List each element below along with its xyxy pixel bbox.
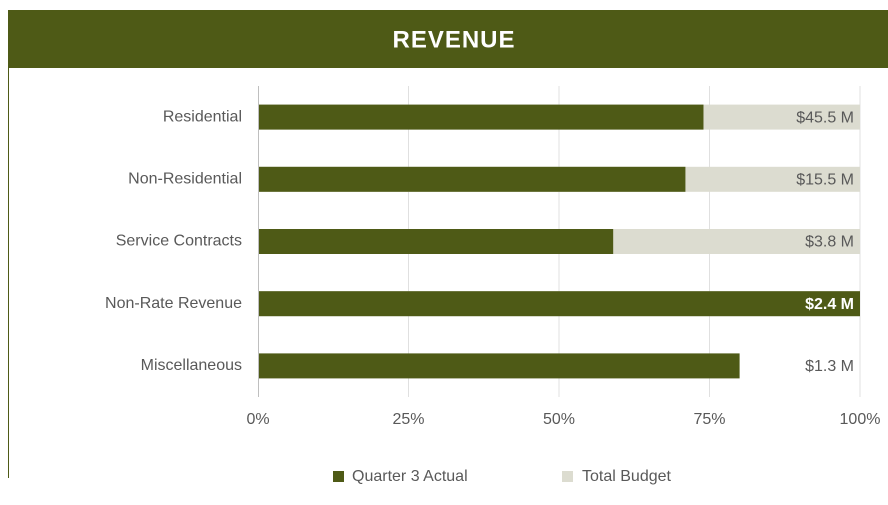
y-tick-label: Non-Rate Revenue bbox=[105, 295, 242, 312]
x-tick-label: 75% bbox=[693, 411, 725, 428]
bar bbox=[258, 166, 686, 192]
y-tick-label: Miscellaneous bbox=[141, 357, 242, 374]
data-label: $2.4 M bbox=[805, 296, 854, 313]
data-label: $1.3 M bbox=[805, 358, 854, 375]
bar bbox=[258, 353, 740, 379]
header-bar bbox=[8, 10, 888, 68]
legend-swatch bbox=[333, 471, 344, 482]
y-tick-label: Service Contracts bbox=[116, 233, 242, 250]
x-tick-label: 50% bbox=[543, 411, 575, 428]
legend-label: Total Budget bbox=[582, 468, 672, 485]
bar bbox=[258, 104, 704, 130]
bar bbox=[258, 229, 614, 254]
bar bbox=[258, 291, 860, 317]
data-label: $45.5 M bbox=[796, 109, 854, 126]
data-label: $15.5 M bbox=[796, 172, 854, 189]
legend-label: Quarter 3 Actual bbox=[352, 468, 468, 485]
y-tick-label: Residential bbox=[163, 108, 242, 125]
chart-title: REVENUE bbox=[392, 26, 515, 53]
x-tick-label: 25% bbox=[392, 411, 424, 428]
y-tick-label: Non-Residential bbox=[128, 171, 242, 188]
legend-swatch bbox=[562, 471, 573, 482]
x-tick-label: 100% bbox=[840, 411, 881, 428]
data-label: $3.8 M bbox=[805, 234, 854, 251]
x-tick-label: 0% bbox=[246, 411, 269, 428]
